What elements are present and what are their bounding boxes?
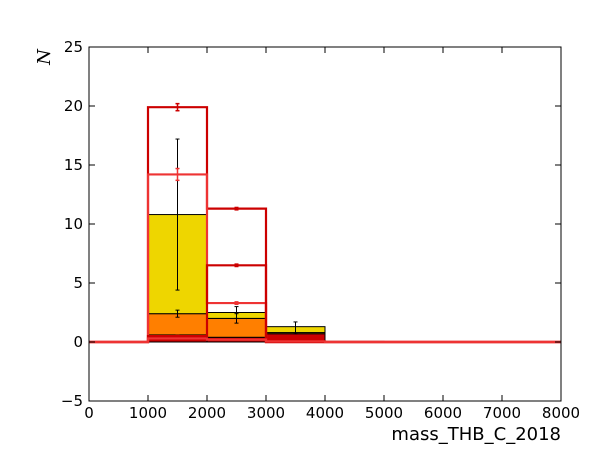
stack-error-bar-4 bbox=[293, 321, 298, 335]
plot-content bbox=[89, 102, 561, 344]
y-tick-label-20: 20 bbox=[64, 97, 83, 115]
y-axis-label: N bbox=[34, 48, 55, 66]
step-error-s1-b2 bbox=[234, 301, 239, 305]
y-tick-label-0: 0 bbox=[73, 333, 83, 351]
y-tick-label-5: 5 bbox=[73, 274, 83, 292]
x-tick-label-3000: 3000 bbox=[247, 404, 285, 422]
x-tick-label-5000: 5000 bbox=[365, 404, 403, 422]
axis-ticks: 0 1000 2000 3000 4000 5000 6000 7000 8000−505101… bbox=[61, 38, 580, 422]
step-error-s2-b1 bbox=[175, 334, 180, 338]
step-outline-3 bbox=[89, 337, 561, 344]
step-error-s0-b1 bbox=[175, 102, 180, 112]
y-tick-label-10: 10 bbox=[64, 215, 83, 233]
x-tick-label-7000: 7000 bbox=[483, 404, 521, 422]
y-tick-label--5: −5 bbox=[61, 392, 83, 410]
step-error-s1-b1 bbox=[175, 167, 180, 182]
y-tick-label-25: 25 bbox=[64, 38, 83, 56]
x-axis-label: mass_THB_C_2018 bbox=[391, 424, 561, 445]
x-tick-label-8000: 8000 bbox=[542, 404, 580, 422]
stack-error-bar-1 bbox=[175, 309, 180, 318]
x-tick-label-4000: 4000 bbox=[306, 404, 344, 422]
y-tick-label-15: 15 bbox=[64, 156, 83, 174]
step-error-s0-b2 bbox=[234, 206, 239, 211]
stack-error-bar-3 bbox=[234, 313, 239, 324]
x-tick-label-6000: 6000 bbox=[424, 404, 462, 422]
x-tick-label-1000: 1000 bbox=[129, 404, 167, 422]
x-tick-label-2000: 2000 bbox=[188, 404, 226, 422]
step-error-s2-b2 bbox=[234, 263, 239, 268]
x-tick-label-0: 0 bbox=[84, 404, 94, 422]
stack-error-bar-0 bbox=[175, 138, 180, 291]
